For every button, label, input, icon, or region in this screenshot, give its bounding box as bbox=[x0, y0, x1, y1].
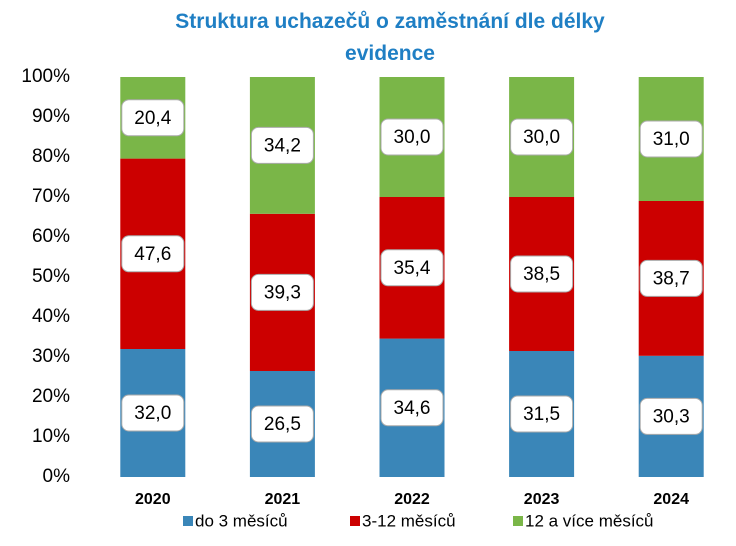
label-box bbox=[380, 249, 444, 287]
legend-label: 3-12 měsíců bbox=[362, 511, 456, 530]
legend-swatch bbox=[513, 516, 523, 526]
legend-swatch bbox=[183, 516, 193, 526]
label-box bbox=[510, 395, 574, 433]
data-label: 38,7 bbox=[653, 268, 690, 289]
data-label: 30,3 bbox=[653, 406, 690, 427]
label-box bbox=[121, 235, 185, 273]
data-label: 47,6 bbox=[134, 244, 171, 265]
x-tick-label: 2024 bbox=[653, 491, 689, 508]
label-box bbox=[250, 405, 314, 443]
label-box bbox=[250, 126, 314, 164]
data-label: 34,6 bbox=[394, 398, 431, 419]
data-label: 31,0 bbox=[653, 129, 690, 150]
y-tick-label: 40% bbox=[32, 306, 70, 327]
y-tick-label: 80% bbox=[32, 146, 70, 167]
legend-swatch bbox=[350, 516, 360, 526]
label-box bbox=[510, 255, 574, 293]
data-label: 30,0 bbox=[523, 127, 560, 148]
label-box bbox=[639, 120, 703, 158]
data-label: 30,0 bbox=[394, 127, 431, 148]
x-tick-label: 2022 bbox=[394, 491, 430, 508]
data-label: 35,4 bbox=[394, 258, 431, 279]
label-box bbox=[121, 394, 185, 432]
y-tick-label: 50% bbox=[32, 266, 70, 287]
data-label: 34,2 bbox=[264, 135, 301, 156]
data-label: 39,3 bbox=[264, 282, 301, 303]
data-label: 32,0 bbox=[134, 403, 171, 424]
data-label: 38,5 bbox=[523, 264, 560, 285]
label-box bbox=[380, 118, 444, 156]
label-box bbox=[250, 273, 314, 311]
chart-title: Struktura uchazečů o zaměstnání dle délk… bbox=[175, 10, 605, 65]
legend-label: 12 a více měsíců bbox=[525, 511, 654, 530]
y-tick-label: 100% bbox=[21, 66, 70, 87]
data-label: 26,5 bbox=[264, 414, 301, 435]
y-tick-label: 20% bbox=[32, 386, 70, 407]
y-tick-label: 30% bbox=[32, 346, 70, 367]
x-tick-label: 2020 bbox=[135, 491, 171, 508]
legend-label: do 3 měsíců bbox=[195, 511, 288, 530]
label-box bbox=[380, 389, 444, 427]
y-tick-label: 0% bbox=[43, 466, 71, 487]
label-box bbox=[121, 99, 185, 137]
label-box bbox=[639, 397, 703, 435]
y-tick-label: 10% bbox=[32, 426, 70, 447]
y-tick-label: 60% bbox=[32, 226, 70, 247]
x-tick-label: 2023 bbox=[524, 491, 560, 508]
y-tick-label: 90% bbox=[32, 106, 70, 127]
x-tick-label: 2021 bbox=[265, 491, 301, 508]
data-label: 20,4 bbox=[134, 108, 171, 129]
y-tick-label: 70% bbox=[32, 186, 70, 207]
label-box bbox=[639, 259, 703, 297]
data-label: 31,5 bbox=[523, 404, 560, 425]
label-box bbox=[510, 118, 574, 156]
